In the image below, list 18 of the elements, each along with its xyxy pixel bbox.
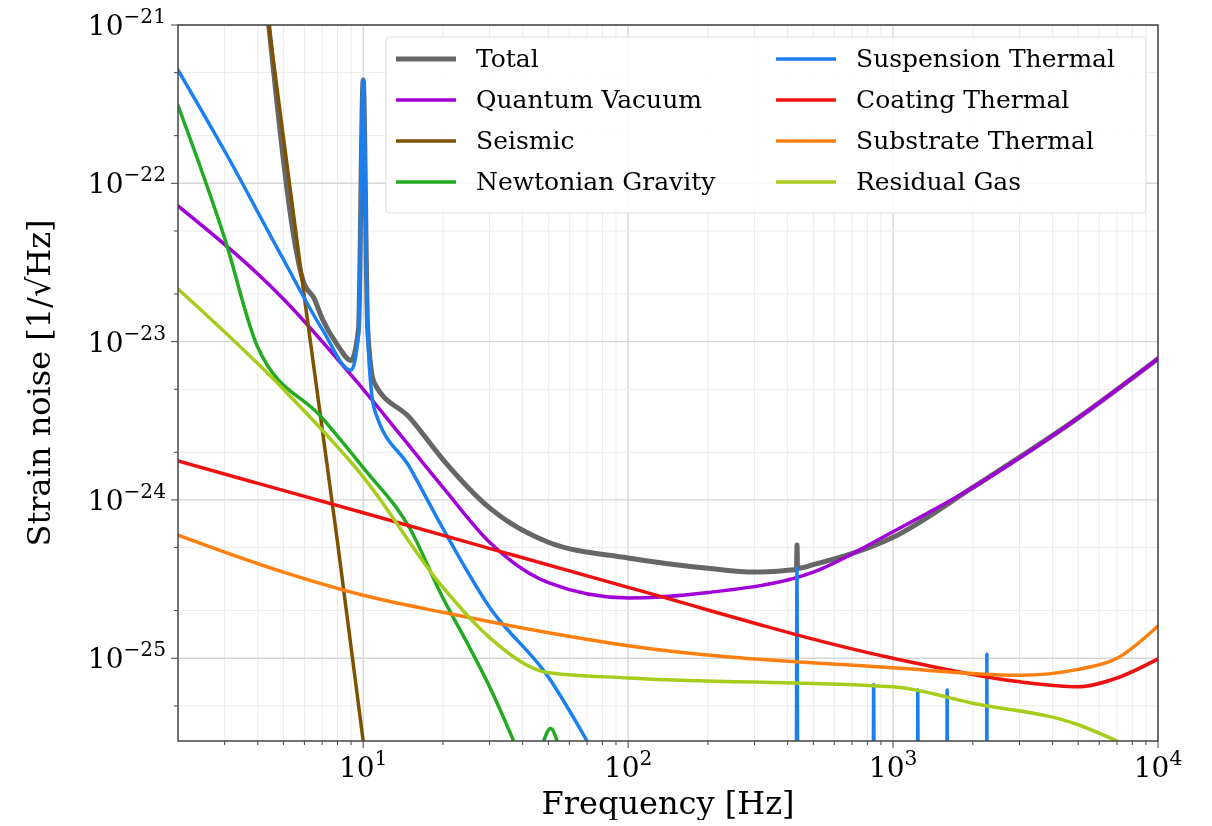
y-axis-title: Strain noise [1/√Hz] [20, 219, 58, 547]
legend-label: Residual Gas [856, 167, 1022, 196]
y-tick-label: 10$^{−24}$ [87, 478, 166, 517]
x-tick-label: 10$^{2}$ [603, 746, 653, 784]
legend-label: Quantum Vacuum [476, 85, 703, 114]
x-tick-label: 10$^{1}$ [338, 746, 388, 784]
y-tick-label: 10$^{−22}$ [87, 162, 166, 201]
legend-label: Seismic [476, 126, 575, 155]
legend-label: Total [476, 44, 539, 73]
legend-label: Newtonian Gravity [476, 167, 717, 196]
y-tick-label: 10$^{−23}$ [87, 320, 166, 359]
legend-label: Suspension Thermal [856, 44, 1116, 73]
x-tick-label: 10$^{3}$ [868, 746, 918, 784]
y-tick-label: 10$^{−25}$ [87, 637, 166, 676]
y-tick-label: 10$^{−21}$ [87, 4, 166, 42]
legend-label: Substrate Thermal [856, 126, 1094, 155]
legend-label: Coating Thermal [856, 85, 1070, 114]
x-tick-label: 10$^{4}$ [1133, 746, 1183, 784]
